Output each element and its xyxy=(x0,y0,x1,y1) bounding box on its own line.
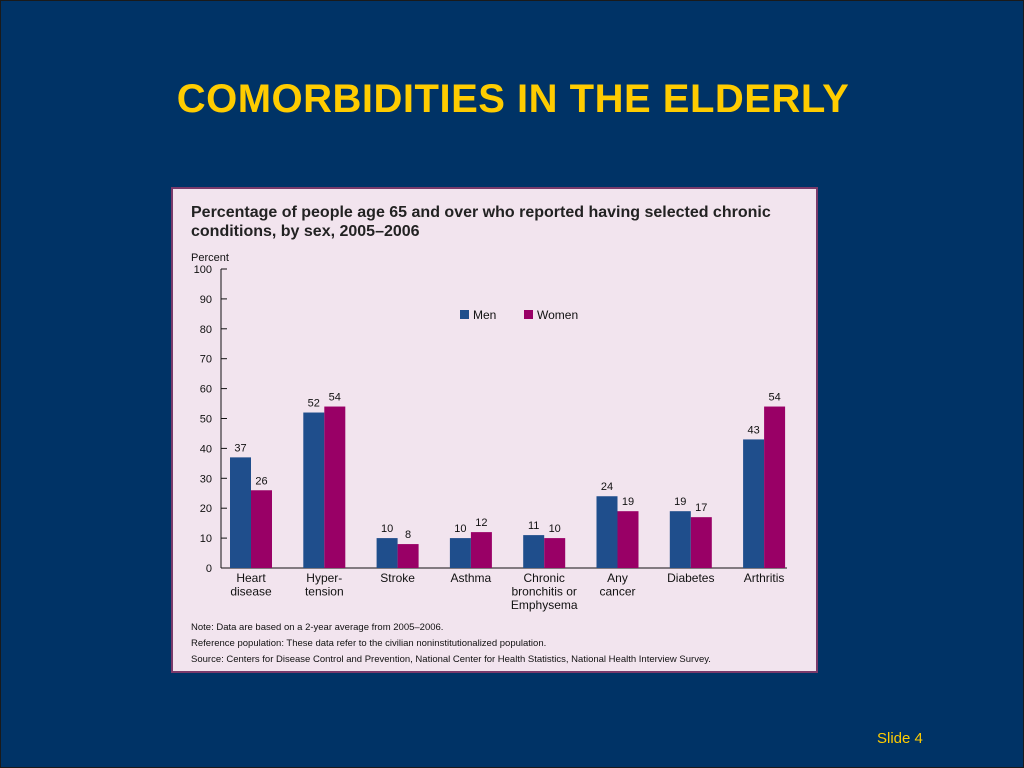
x-category-label: Chronic xyxy=(524,571,565,585)
data-label-women: 10 xyxy=(549,523,561,535)
data-label-women: 26 xyxy=(255,475,267,487)
data-label-women: 8 xyxy=(405,529,411,541)
bar-women xyxy=(251,490,272,568)
bar-men xyxy=(303,412,325,568)
data-label-men: 10 xyxy=(454,523,466,535)
x-category-label: Diabetes xyxy=(667,571,714,585)
chart-svg: Percentage of people age 65 and over who… xyxy=(191,204,787,665)
x-category-label: tension xyxy=(305,585,344,599)
x-category-label: disease xyxy=(230,585,272,599)
bar-women xyxy=(544,538,566,568)
x-category-label: cancer xyxy=(599,585,635,599)
legend-swatch-women xyxy=(524,310,533,319)
data-label-women: 17 xyxy=(695,502,707,514)
slide-title: COMORBIDITIES IN THE ELDERLY xyxy=(176,77,850,121)
bar-women xyxy=(617,511,639,568)
bar-men xyxy=(449,538,471,568)
chart-title-line: Percentage of people age 65 and over who… xyxy=(191,204,771,221)
data-label-women: 12 xyxy=(475,517,487,529)
y-tick-label: 10 xyxy=(200,533,212,545)
data-label-men: 19 xyxy=(674,496,686,508)
legend-swatch-men xyxy=(460,310,469,319)
y-tick-label: 50 xyxy=(200,414,212,426)
bar-women xyxy=(397,544,419,568)
y-tick-label: 70 xyxy=(200,354,212,366)
data-label-men: 24 xyxy=(601,481,613,493)
y-tick-label: 90 xyxy=(200,294,212,306)
x-category-label: Emphysema xyxy=(511,598,578,612)
bar-women xyxy=(324,406,346,568)
x-category-label: bronchitis or xyxy=(512,585,577,599)
y-axis-label: Percent xyxy=(191,252,229,264)
data-label-women: 19 xyxy=(622,496,634,508)
y-tick-label: 100 xyxy=(194,264,212,276)
bar-men xyxy=(596,496,618,568)
x-category-label: Any xyxy=(607,571,628,585)
chart-note: Note: Data are based on a 2-year average… xyxy=(191,622,443,633)
chart-note: Reference population: These data refer t… xyxy=(191,638,546,649)
slide-number: Slide 4 xyxy=(877,730,923,747)
x-category-label: Arthritis xyxy=(744,571,785,585)
data-label-women: 54 xyxy=(329,392,341,404)
bar-men xyxy=(669,511,691,568)
x-category-label: Heart xyxy=(236,571,266,585)
y-tick-label: 60 xyxy=(200,384,212,396)
bar-men xyxy=(230,457,251,568)
data-label-women: 54 xyxy=(768,392,780,404)
y-tick-label: 20 xyxy=(200,503,212,515)
bar-men xyxy=(523,535,545,568)
x-category-label: Stroke xyxy=(380,571,415,585)
bar-women xyxy=(764,406,786,568)
chart-panel: Percentage of people age 65 and over who… xyxy=(171,187,818,673)
x-category-label: Asthma xyxy=(451,571,492,585)
bar-men xyxy=(376,538,398,568)
y-tick-label: 40 xyxy=(200,443,212,455)
data-label-men: 11 xyxy=(528,520,539,532)
y-tick-label: 0 xyxy=(206,563,212,575)
data-label-men: 10 xyxy=(381,523,393,535)
x-category-label: Hyper- xyxy=(306,571,342,585)
chart-note: Source: Centers for Disease Control and … xyxy=(191,654,711,665)
bar-women xyxy=(690,517,712,568)
data-label-men: 37 xyxy=(234,442,246,454)
data-label-men: 43 xyxy=(747,424,759,436)
legend-label-men: Men xyxy=(473,308,496,322)
data-label-men: 52 xyxy=(308,398,320,410)
y-tick-label: 80 xyxy=(200,324,212,336)
chart-title-line: conditions, by sex, 2005–2006 xyxy=(191,223,420,240)
bar-women xyxy=(470,532,492,568)
legend-label-women: Women xyxy=(537,308,578,322)
y-tick-label: 30 xyxy=(200,473,212,485)
bar-men xyxy=(743,439,765,568)
